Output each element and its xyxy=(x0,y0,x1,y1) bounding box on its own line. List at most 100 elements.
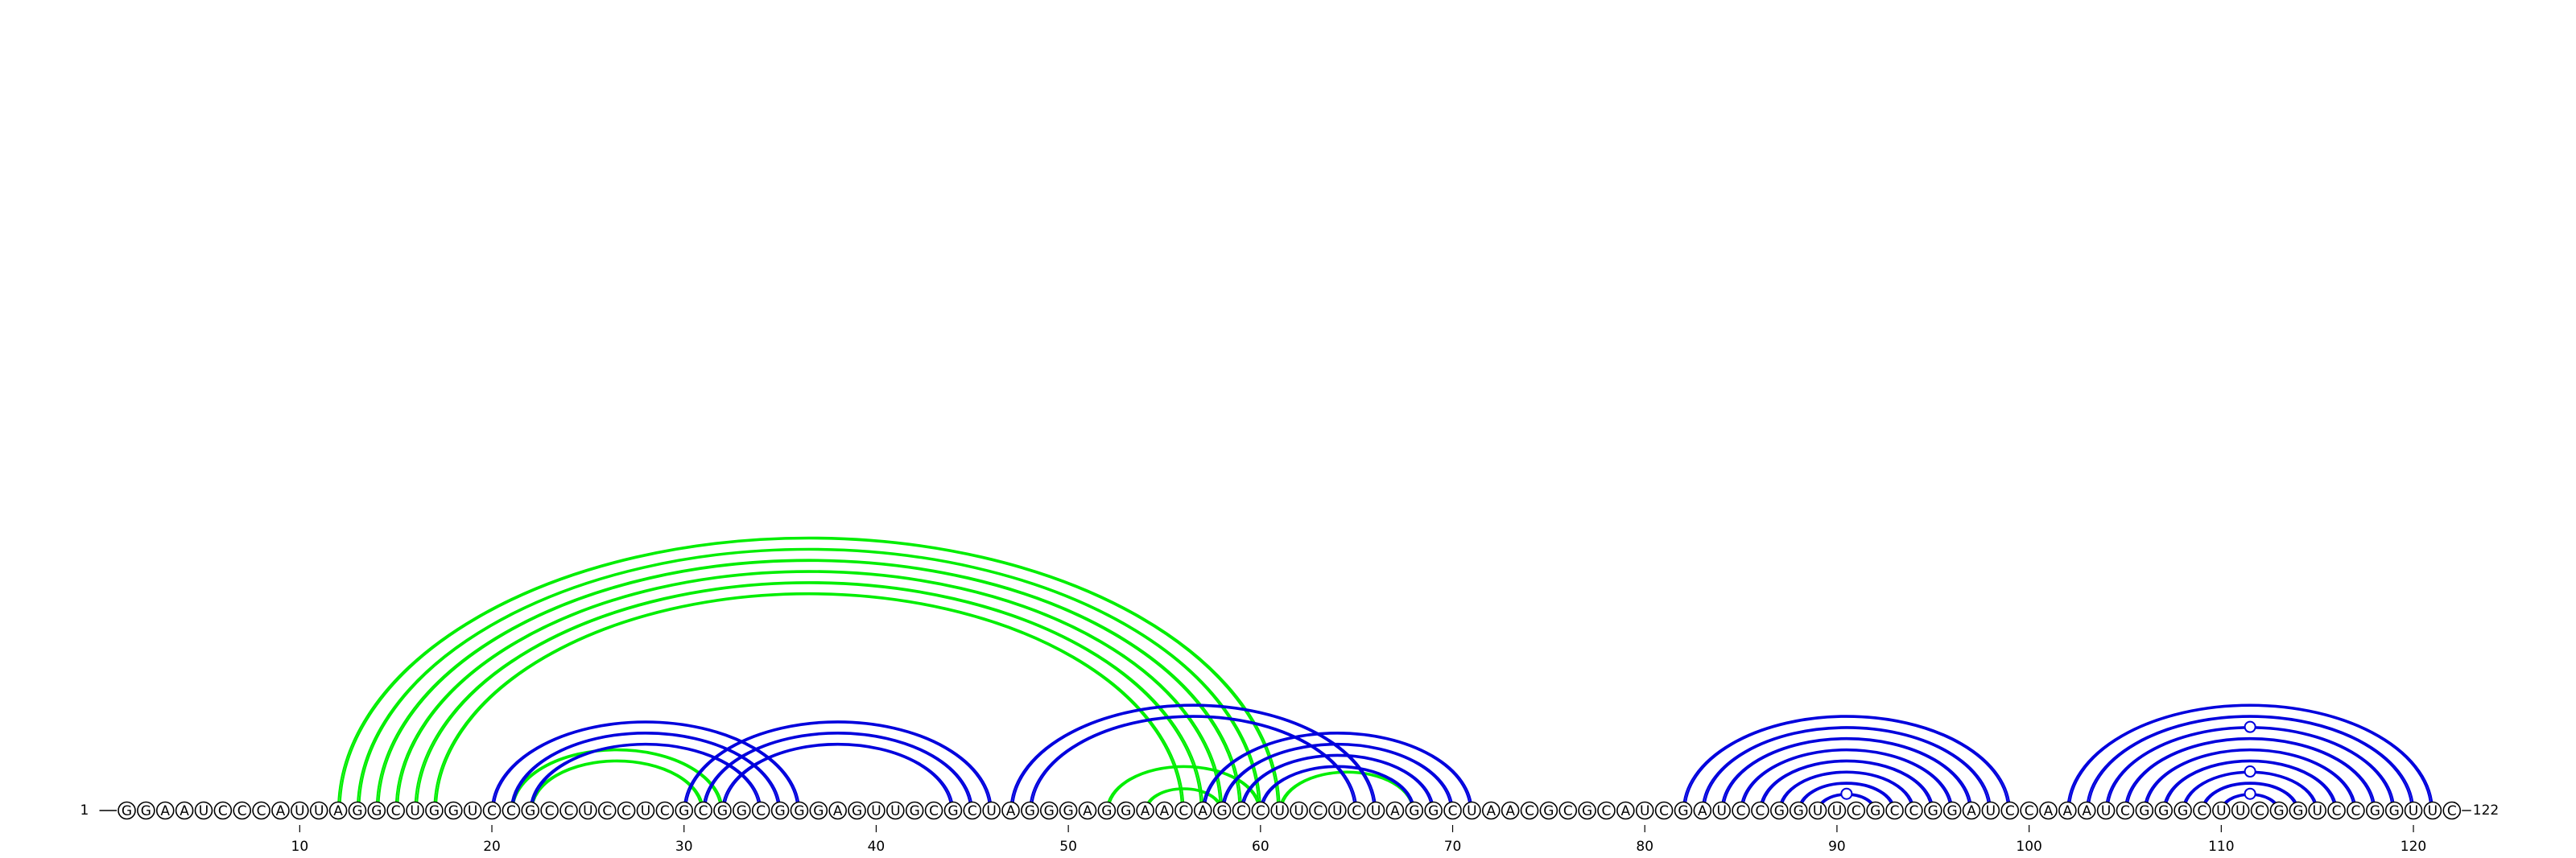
nucleotide-circle-60 xyxy=(1251,801,1270,820)
nucleotide-letter-95: G xyxy=(1928,803,1938,819)
nucleotide-letter-114: G xyxy=(2293,803,2303,819)
nucleotide-71: U xyxy=(1463,801,1481,820)
nucleotide-29: C xyxy=(655,801,675,820)
nucleotide-circle-98 xyxy=(1981,801,2000,820)
nucleotide-circle-41 xyxy=(886,801,905,820)
nucleotide-letter-62: U xyxy=(1294,803,1303,819)
arc-inner-green-12-61 xyxy=(339,538,1279,811)
nucleotide-109: C xyxy=(2193,801,2211,820)
nucleotide-letter-91: C xyxy=(1852,803,1861,819)
nucleotide-letter-90: U xyxy=(1832,803,1842,819)
nucleotide-letter-25: U xyxy=(583,803,592,819)
arc-green-17-56 xyxy=(433,592,1185,811)
nucleotide-87: G xyxy=(1770,801,1789,820)
nucleotide-46: U xyxy=(982,801,1001,820)
nucleotide-letter-51: A xyxy=(1083,803,1092,819)
nucleotide-38: A xyxy=(828,801,847,820)
nucleotide-circle-79 xyxy=(1616,801,1635,820)
nucleotide-letter-20: C xyxy=(487,803,497,819)
arc-inner-blue-83-98 xyxy=(1703,727,1990,811)
nucleotide-103: A xyxy=(2077,801,2096,820)
nucleotide-circle-72 xyxy=(1481,801,1501,820)
nucleotide-33: G xyxy=(733,801,751,820)
nucleotide-circle-31 xyxy=(694,801,712,820)
nucleotide-117: C xyxy=(2347,801,2365,820)
nucleotide-24: C xyxy=(559,801,578,820)
nucleotide-3: A xyxy=(155,801,175,820)
nucleotide-circle-46 xyxy=(982,801,1001,820)
arc-inner-blue-86-95 xyxy=(1761,761,1932,811)
nucleotide-circle-96 xyxy=(1942,801,1962,820)
arc-blue-84-97 xyxy=(1720,736,1973,811)
nucleotide-letter-7: C xyxy=(237,803,247,819)
nucleotide-49: G xyxy=(1039,801,1059,820)
nucleotide-letter-68: G xyxy=(1409,803,1419,819)
arc-inner-blue-57-71 xyxy=(1203,732,1472,811)
nucleotide-letter-63: C xyxy=(1314,803,1323,819)
nucleotide-63: C xyxy=(1309,801,1327,820)
nucleotide-45: C xyxy=(963,801,982,820)
nucleotide-circle-2 xyxy=(137,801,155,820)
nucleotide-circle-122 xyxy=(2442,801,2462,820)
nucleotide-104: U xyxy=(2096,801,2116,820)
nucleotide-55: A xyxy=(1155,801,1174,820)
nucleotide-59: C xyxy=(1232,801,1251,820)
nucleotide-27: C xyxy=(617,801,636,820)
nucleotide-letter-59: C xyxy=(1236,803,1246,819)
arc-green-13-60 xyxy=(356,547,1261,811)
nucleotide-circle-101 xyxy=(2039,801,2058,820)
arc-inner-blue-107-116 xyxy=(2165,761,2336,811)
nucleotide-letter-15: C xyxy=(391,803,401,819)
nucleotide-letter-78: C xyxy=(1602,803,1612,819)
nucleotide-13: G xyxy=(348,801,367,820)
arc-blue-47-66 xyxy=(1009,703,1377,811)
nucleotide-letter-36: G xyxy=(794,803,804,819)
nucleotide-18: G xyxy=(444,801,463,820)
nucleotide-circle-100 xyxy=(2020,801,2038,820)
arc-blue-85-96 xyxy=(1740,748,1954,811)
nucleotide-circle-65 xyxy=(1347,801,1366,820)
arc-blue-106-117 xyxy=(2143,748,2357,811)
nucleotide-circle-44 xyxy=(943,801,963,820)
arc-inner-blue-32-44 xyxy=(723,744,952,811)
nucleotide-circle-105 xyxy=(2116,801,2135,820)
nucleotide-43: C xyxy=(924,801,943,820)
arc-inner-blue-82-99 xyxy=(1684,716,2009,811)
nucleotide-circle-78 xyxy=(1597,801,1616,820)
nucleotide-20: C xyxy=(482,801,502,820)
nucleotide-circle-40 xyxy=(867,801,886,820)
nucleotide-circle-61 xyxy=(1270,801,1289,820)
nucleotide-circle-75 xyxy=(1539,801,1558,820)
nucleotide-80: U xyxy=(1635,801,1654,820)
nucleotide-116: C xyxy=(2327,801,2346,820)
nucleotide-74: C xyxy=(1520,801,1539,820)
nucleotide-circle-19 xyxy=(463,801,482,820)
nucleotide-36: G xyxy=(790,801,809,820)
nucleotide-107: G xyxy=(2154,801,2174,820)
nucleotide-letter-41: U xyxy=(890,803,900,819)
nucleotide-circle-21 xyxy=(502,801,521,820)
tick-label-80: 80 xyxy=(1636,839,1653,855)
nucleotide-letter-105: C xyxy=(2120,803,2130,819)
nucleotide-letter-21: C xyxy=(506,803,516,819)
nucleotide-circle-56 xyxy=(1174,801,1193,820)
arc-inner-blue-84-97 xyxy=(1723,738,1971,811)
nucleotide-96: G xyxy=(1942,801,1962,820)
nucleotide-81: C xyxy=(1654,801,1674,820)
nucleotide-letter-13: G xyxy=(352,803,362,819)
nucleotide-circle-83 xyxy=(1693,801,1712,820)
nucleotide-circle-106 xyxy=(2135,801,2154,820)
nucleotide-letter-48: G xyxy=(1025,803,1035,819)
nucleotide-letter-106: G xyxy=(2139,803,2149,819)
nucleotide-52: G xyxy=(1097,801,1117,820)
nucleotide-letter-1: G xyxy=(122,803,132,819)
nucleotide-92: G xyxy=(1866,801,1885,820)
nucleotide-letter-3: A xyxy=(160,803,170,819)
nucleotide-letter-80: U xyxy=(1640,803,1649,819)
nucleotide-letter-96: G xyxy=(1947,803,1958,819)
nucleotide-circle-26 xyxy=(597,801,617,820)
nucleotide-letter-34: C xyxy=(756,803,766,819)
nucleotide-67: A xyxy=(1385,801,1405,820)
nucleotide-119: G xyxy=(2384,801,2404,820)
